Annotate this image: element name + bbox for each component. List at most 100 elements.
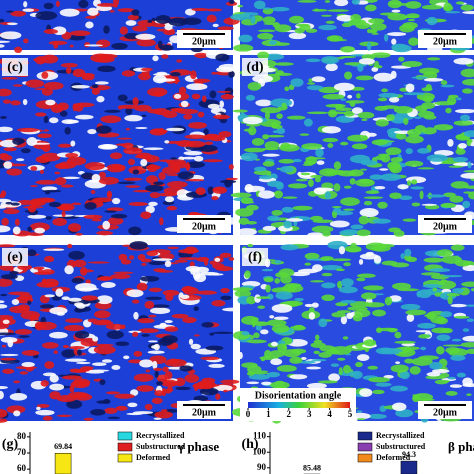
grain <box>338 246 346 255</box>
grain <box>362 135 368 141</box>
grain <box>0 193 6 199</box>
grain <box>337 371 359 377</box>
grain <box>425 84 432 91</box>
grain <box>10 202 20 206</box>
grain <box>72 259 87 268</box>
grain <box>90 190 96 194</box>
grain <box>447 296 453 305</box>
grain <box>0 18 5 23</box>
grain <box>0 418 8 423</box>
grain <box>300 357 307 360</box>
grain <box>386 114 395 121</box>
grain <box>152 55 159 62</box>
grain <box>0 44 5 48</box>
grain <box>147 164 158 173</box>
grain <box>419 190 424 200</box>
grain <box>435 317 448 325</box>
grain <box>133 373 154 382</box>
grain <box>339 229 358 236</box>
grain <box>452 156 469 163</box>
grain <box>427 57 441 61</box>
grain <box>42 372 56 377</box>
panel-label: (e) <box>7 250 23 265</box>
grain <box>397 184 409 190</box>
grain <box>356 277 366 282</box>
grain <box>132 169 140 175</box>
grain <box>45 99 56 106</box>
grain <box>94 81 109 85</box>
grain <box>85 15 97 19</box>
grain <box>244 147 266 153</box>
grain <box>119 26 128 35</box>
grain <box>164 196 175 203</box>
grain <box>156 381 163 386</box>
grain <box>80 172 95 180</box>
grain <box>436 334 451 341</box>
grain <box>127 14 139 21</box>
grain <box>95 125 112 134</box>
grain <box>380 173 402 181</box>
grain <box>181 17 202 26</box>
grain <box>184 178 205 182</box>
grain <box>69 30 91 37</box>
grain <box>279 144 300 152</box>
grain <box>352 314 363 322</box>
grain <box>405 160 424 167</box>
grain <box>145 205 155 214</box>
grain <box>467 161 472 169</box>
grain <box>319 168 339 177</box>
grain <box>167 180 188 189</box>
grain <box>61 375 83 380</box>
grain <box>306 85 324 91</box>
grain <box>61 349 76 358</box>
grain <box>237 4 244 8</box>
grain <box>91 84 99 89</box>
grain <box>207 103 220 109</box>
grain <box>250 15 256 24</box>
grain <box>141 114 147 118</box>
grain <box>220 379 240 384</box>
grain <box>431 369 450 374</box>
grain <box>313 350 320 355</box>
grain <box>58 161 76 169</box>
grain <box>365 4 377 12</box>
grain <box>458 143 467 149</box>
map-panel: (f) 20μm <box>231 240 474 424</box>
grain <box>59 8 80 17</box>
grain <box>166 205 178 211</box>
grain <box>312 8 328 12</box>
grain <box>159 322 167 328</box>
grain <box>0 115 7 119</box>
grain <box>212 331 233 335</box>
grain <box>338 286 358 294</box>
grain <box>429 362 443 370</box>
grain <box>282 196 298 199</box>
grain <box>375 382 392 387</box>
grain <box>65 318 83 323</box>
colorbar-tick-label: 1 <box>266 409 271 419</box>
grain <box>359 388 373 397</box>
grain <box>270 7 290 12</box>
grain <box>274 62 294 66</box>
grain <box>141 333 150 337</box>
grain <box>12 226 21 235</box>
chart-label: (h) <box>241 437 258 452</box>
grain <box>405 176 427 184</box>
grain <box>184 374 200 383</box>
grain <box>73 102 95 108</box>
grain <box>205 345 224 351</box>
grain <box>402 22 418 29</box>
grain <box>178 257 201 260</box>
grain <box>405 135 424 144</box>
grain <box>107 416 120 420</box>
grain <box>44 361 55 369</box>
grain <box>129 255 135 260</box>
grain <box>363 285 384 291</box>
grain <box>442 380 450 383</box>
grain <box>100 115 122 124</box>
grain <box>328 373 340 382</box>
grain <box>307 232 324 237</box>
grain <box>257 305 266 309</box>
grain <box>115 341 130 347</box>
grain <box>216 66 235 73</box>
